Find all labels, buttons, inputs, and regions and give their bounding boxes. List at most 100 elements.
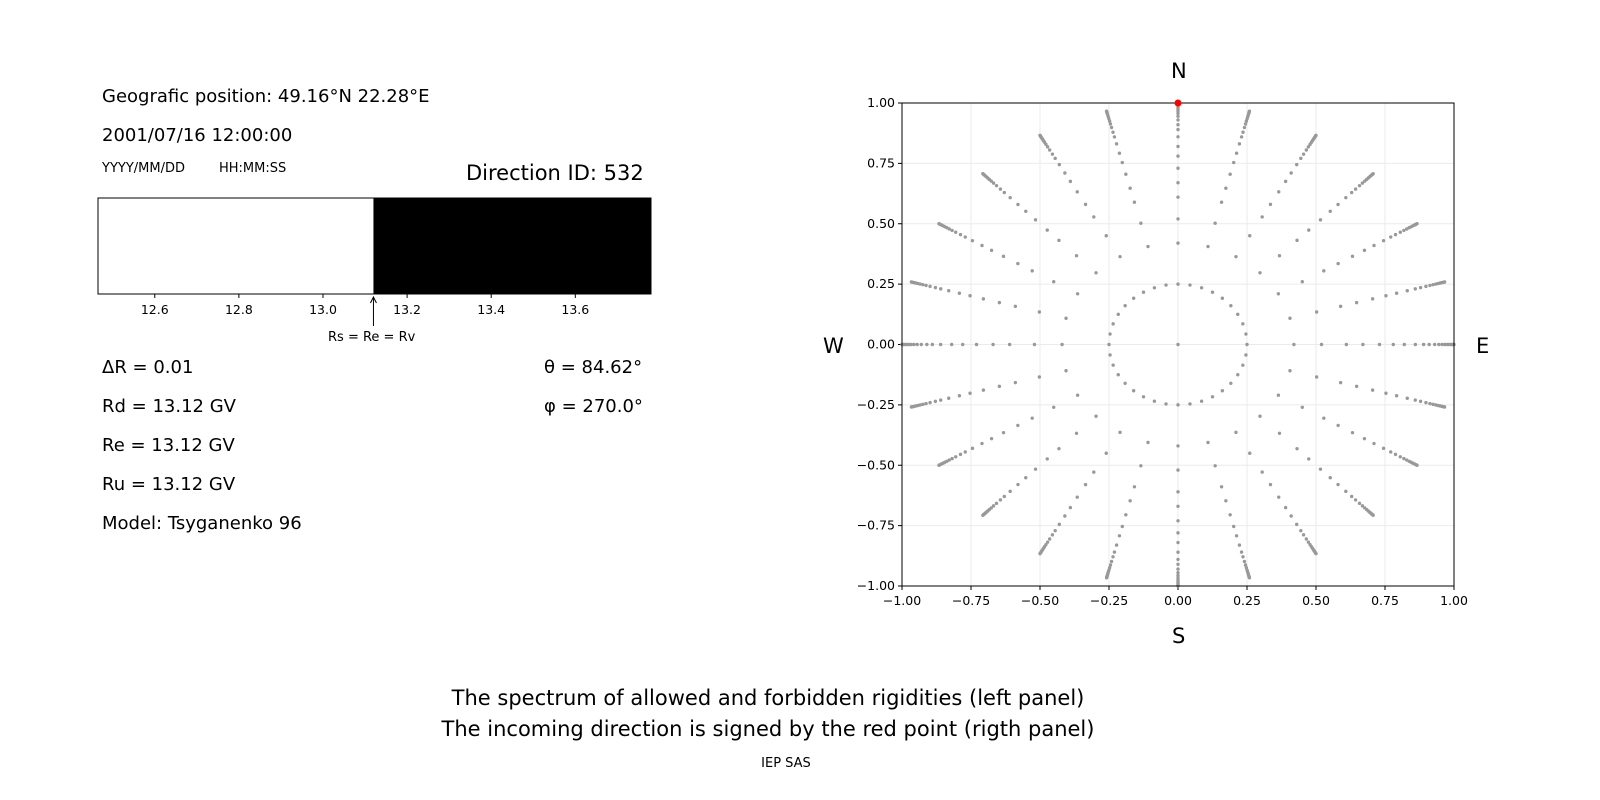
direction-point (1314, 133, 1318, 138)
direction-point (1007, 342, 1012, 347)
direction-point (1104, 109, 1109, 113)
direction-point (1360, 504, 1365, 508)
direction-point (1013, 304, 1018, 309)
direction-point (1405, 396, 1409, 400)
direction-point (1075, 495, 1079, 499)
direction-point (1052, 405, 1056, 409)
direction-point (1016, 423, 1020, 428)
direction-point (1176, 154, 1180, 158)
direction-point (1060, 342, 1064, 347)
direction-point (1188, 283, 1192, 287)
direction-point (1372, 243, 1376, 248)
direction-point (950, 228, 954, 233)
direction-point (1391, 342, 1395, 347)
direction-point (909, 405, 914, 409)
direction-point (1219, 485, 1224, 489)
direction-point (1398, 230, 1402, 234)
direction-point (1288, 369, 1292, 373)
direction-point (1245, 342, 1249, 347)
direction-point (1092, 215, 1096, 219)
direction-point (1277, 495, 1281, 499)
direction-point (1413, 342, 1418, 347)
direction-point (1057, 446, 1061, 451)
direction-point (1353, 498, 1358, 502)
direction-point (1131, 389, 1136, 393)
direction-point (1220, 389, 1225, 393)
direction-point (1344, 342, 1349, 347)
direction-point (1277, 190, 1281, 194)
direction-point (1139, 464, 1143, 468)
direction-point (1124, 513, 1128, 517)
direction-point (1032, 342, 1037, 347)
direction-point (1328, 475, 1332, 480)
spectrum-tick-label: 13.2 (393, 302, 421, 317)
direction-point (1428, 401, 1432, 406)
direction-point (921, 402, 925, 407)
direction-point (1074, 254, 1079, 258)
direction-point (1033, 218, 1038, 222)
direction-point (1037, 375, 1042, 379)
direction-point (1047, 537, 1052, 541)
direction-point (1431, 282, 1435, 287)
direction-point (1318, 467, 1323, 471)
direction-point (1362, 436, 1367, 441)
direction-point (1176, 342, 1180, 347)
direction-point (1001, 430, 1006, 435)
direction-point (1300, 405, 1304, 409)
direction-point (1092, 470, 1096, 474)
direction-point (1301, 152, 1306, 156)
direction-point (1045, 457, 1049, 461)
direction-point (909, 280, 914, 284)
datetime: 2001/07/16 12:00:00 (102, 125, 293, 146)
direction-point (1413, 398, 1417, 402)
y-tick-label: −0.50 (857, 457, 895, 472)
direction-point (1328, 209, 1332, 214)
direction-point (1234, 151, 1239, 155)
direction-point (968, 391, 972, 395)
direction-point (1176, 490, 1180, 494)
direction-point (1176, 504, 1180, 509)
direction-point (1108, 332, 1112, 336)
direction-point (1176, 118, 1180, 122)
phi-value: φ = 270.0° (544, 396, 643, 417)
direction-point (1008, 489, 1012, 494)
direction-point (1243, 122, 1248, 126)
direction-point (1146, 244, 1150, 249)
direction-point (1120, 160, 1124, 165)
direction-point (1141, 290, 1146, 294)
direction-point (1377, 342, 1382, 347)
direction-point (1050, 533, 1055, 537)
direction-point (1057, 238, 1061, 243)
direction-point (1384, 294, 1388, 298)
direction-point (1304, 148, 1309, 152)
direction-point (1213, 221, 1217, 225)
direction-point (938, 342, 943, 347)
direction-point (1064, 369, 1068, 373)
direction-point (1094, 271, 1098, 275)
direction-point (1431, 402, 1435, 407)
x-tick-label: −0.75 (952, 593, 990, 608)
north-label: N (1171, 59, 1187, 83)
spectrum-segment-1 (373, 198, 651, 294)
direction-point (981, 513, 985, 517)
direction-point (1236, 372, 1240, 377)
direction-point (1442, 405, 1447, 409)
direction-point (989, 248, 994, 253)
direction-point (994, 501, 999, 506)
direction-point (1306, 145, 1311, 149)
direction-point (1283, 505, 1288, 510)
direction-point (970, 238, 975, 243)
re-value: Re = 13.12 GV (102, 435, 235, 456)
y-tick-label: 0.00 (867, 337, 895, 352)
direction-point (1176, 217, 1180, 221)
direction-point (980, 243, 984, 248)
x-tick-label: −0.25 (1090, 593, 1128, 608)
y-tick-label: 0.75 (867, 155, 895, 170)
direction-point (968, 294, 972, 298)
direction-point (963, 450, 967, 454)
direction-point (981, 297, 986, 301)
direction-point (1381, 238, 1386, 243)
direction-point (1109, 125, 1114, 130)
direction-point (1413, 287, 1417, 291)
